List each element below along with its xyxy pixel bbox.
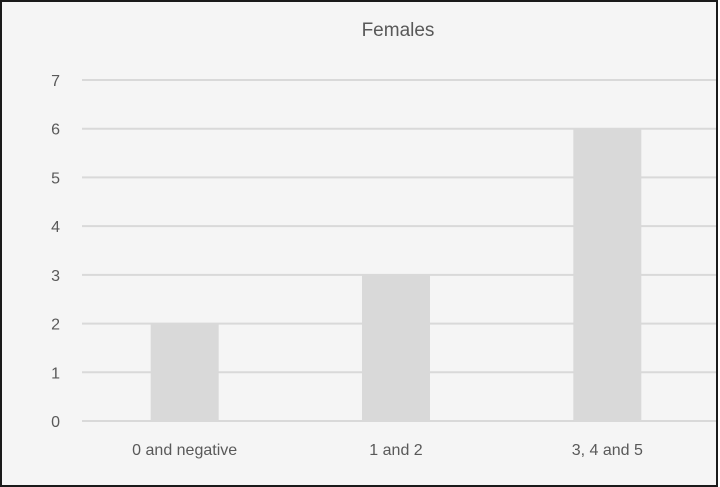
bars: [150, 128, 642, 421]
chart-title: Females: [362, 20, 435, 41]
y-tick-label: 2: [51, 317, 60, 334]
bar-1-and-2: [362, 274, 430, 421]
x-tick-label: 1 and 2: [369, 442, 422, 459]
y-tick-label: 5: [51, 170, 60, 187]
y-tick-label: 1: [51, 365, 60, 382]
y-tick-label: 7: [51, 73, 60, 90]
y-axis-ticks: 0 1 2 3 4 5 6 7: [51, 73, 60, 431]
y-tick-label: 3: [51, 268, 60, 285]
x-tick-label: 0 and negative: [132, 442, 237, 459]
y-tick-label: 4: [51, 219, 60, 236]
y-tick-label: 6: [51, 122, 60, 139]
x-tick-label: 3, 4 and 5: [572, 442, 643, 459]
y-tick-label: 0: [51, 414, 60, 431]
x-axis-labels: 0 and negative 1 and 2 3, 4 and 5: [132, 442, 643, 459]
bar-3-4-and-5: [573, 128, 642, 421]
bar-0-and-negative: [150, 323, 219, 421]
